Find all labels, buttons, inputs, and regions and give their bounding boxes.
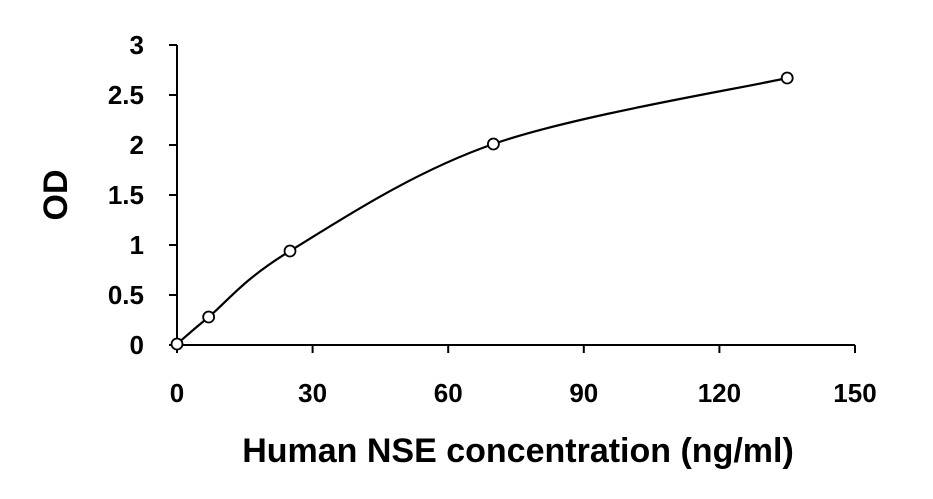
data-points	[170, 71, 794, 351]
x-tick-label: 0	[170, 378, 184, 408]
x-tick-label: 30	[298, 378, 327, 408]
y-tick-label: 2	[130, 130, 144, 160]
x-tick-label: 150	[833, 378, 876, 408]
x-axis-title: Human NSE concentration (ng/ml)	[242, 432, 794, 470]
tick-marks	[169, 44, 856, 353]
data-point-marker	[202, 310, 216, 324]
data-point-marker	[780, 71, 794, 85]
y-tick-label: 3	[130, 30, 144, 60]
tick-labels: 0 30 60 90 120 150 0 0.5 1 1.5 2 2.5 3	[108, 30, 877, 408]
y-tick-label: 1.5	[108, 180, 144, 210]
y-axis-title: OD	[37, 170, 75, 221]
data-point-marker	[486, 137, 500, 151]
data-point-marker	[170, 337, 184, 351]
fit-curve-line	[176, 76, 788, 345]
y-tick-label: 1	[130, 230, 144, 260]
fit-curve-layer	[176, 76, 788, 345]
x-tick-label: 60	[434, 378, 463, 408]
x-tick-label: 120	[698, 378, 741, 408]
y-tick-label: 0	[130, 330, 144, 360]
x-tick-label: 90	[569, 378, 598, 408]
axes	[176, 45, 855, 346]
data-point-marker	[283, 244, 297, 258]
y-tick-label: 0.5	[108, 280, 144, 310]
y-tick-label: 2.5	[108, 80, 144, 110]
